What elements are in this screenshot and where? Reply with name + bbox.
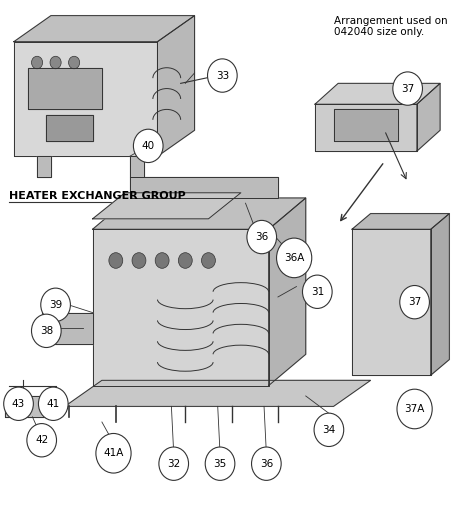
Polygon shape — [5, 396, 46, 417]
Polygon shape — [92, 198, 306, 229]
Text: 38: 38 — [40, 326, 53, 336]
Circle shape — [109, 253, 123, 268]
Circle shape — [31, 56, 43, 69]
Polygon shape — [92, 193, 241, 219]
Text: 41: 41 — [46, 399, 60, 409]
Circle shape — [132, 253, 146, 268]
Circle shape — [205, 447, 235, 480]
Text: 39: 39 — [49, 300, 62, 310]
Circle shape — [397, 389, 432, 429]
Text: 36: 36 — [255, 232, 268, 242]
Text: 37A: 37A — [404, 404, 425, 414]
Polygon shape — [352, 229, 431, 375]
Circle shape — [302, 275, 332, 308]
Text: 34: 34 — [322, 425, 336, 435]
Text: 33: 33 — [216, 70, 229, 81]
Circle shape — [276, 238, 312, 278]
Text: 43: 43 — [12, 399, 25, 409]
Polygon shape — [157, 16, 194, 156]
Circle shape — [38, 387, 68, 420]
Text: 35: 35 — [213, 458, 227, 469]
Polygon shape — [92, 229, 269, 386]
Polygon shape — [315, 83, 440, 104]
Text: 32: 32 — [167, 458, 180, 469]
Polygon shape — [65, 380, 371, 406]
Polygon shape — [37, 156, 51, 177]
Circle shape — [155, 253, 169, 268]
Circle shape — [4, 387, 33, 420]
Polygon shape — [334, 109, 398, 141]
Circle shape — [69, 56, 80, 69]
Polygon shape — [352, 214, 449, 229]
Circle shape — [133, 129, 163, 163]
Polygon shape — [14, 16, 194, 42]
Polygon shape — [46, 115, 92, 141]
Circle shape — [96, 433, 131, 473]
Circle shape — [252, 447, 281, 480]
Circle shape — [393, 72, 422, 105]
Circle shape — [27, 424, 56, 457]
Circle shape — [208, 59, 237, 92]
Circle shape — [201, 253, 215, 268]
Circle shape — [314, 413, 344, 446]
Polygon shape — [28, 68, 102, 109]
Text: HEATER EXCHANGER GROUP: HEATER EXCHANGER GROUP — [9, 191, 186, 201]
Circle shape — [178, 253, 192, 268]
Polygon shape — [315, 104, 417, 151]
Circle shape — [41, 288, 71, 321]
Text: 42: 42 — [35, 435, 48, 445]
Text: 37: 37 — [408, 297, 421, 307]
Text: 36A: 36A — [284, 253, 304, 263]
Text: 37: 37 — [401, 83, 414, 94]
Circle shape — [247, 220, 276, 254]
Circle shape — [159, 447, 189, 480]
Circle shape — [31, 314, 61, 348]
Polygon shape — [42, 313, 92, 344]
Polygon shape — [130, 156, 144, 177]
Polygon shape — [431, 214, 449, 375]
Text: 40: 40 — [142, 141, 155, 151]
Circle shape — [50, 56, 61, 69]
Circle shape — [400, 286, 429, 319]
Polygon shape — [14, 42, 157, 156]
Polygon shape — [130, 177, 278, 198]
Text: 31: 31 — [310, 287, 324, 297]
Text: 41A: 41A — [103, 448, 124, 458]
Polygon shape — [417, 83, 440, 151]
Text: Arrangement used on
042040 size only.: Arrangement used on 042040 size only. — [334, 16, 447, 37]
Text: 36: 36 — [260, 458, 273, 469]
Polygon shape — [269, 198, 306, 386]
